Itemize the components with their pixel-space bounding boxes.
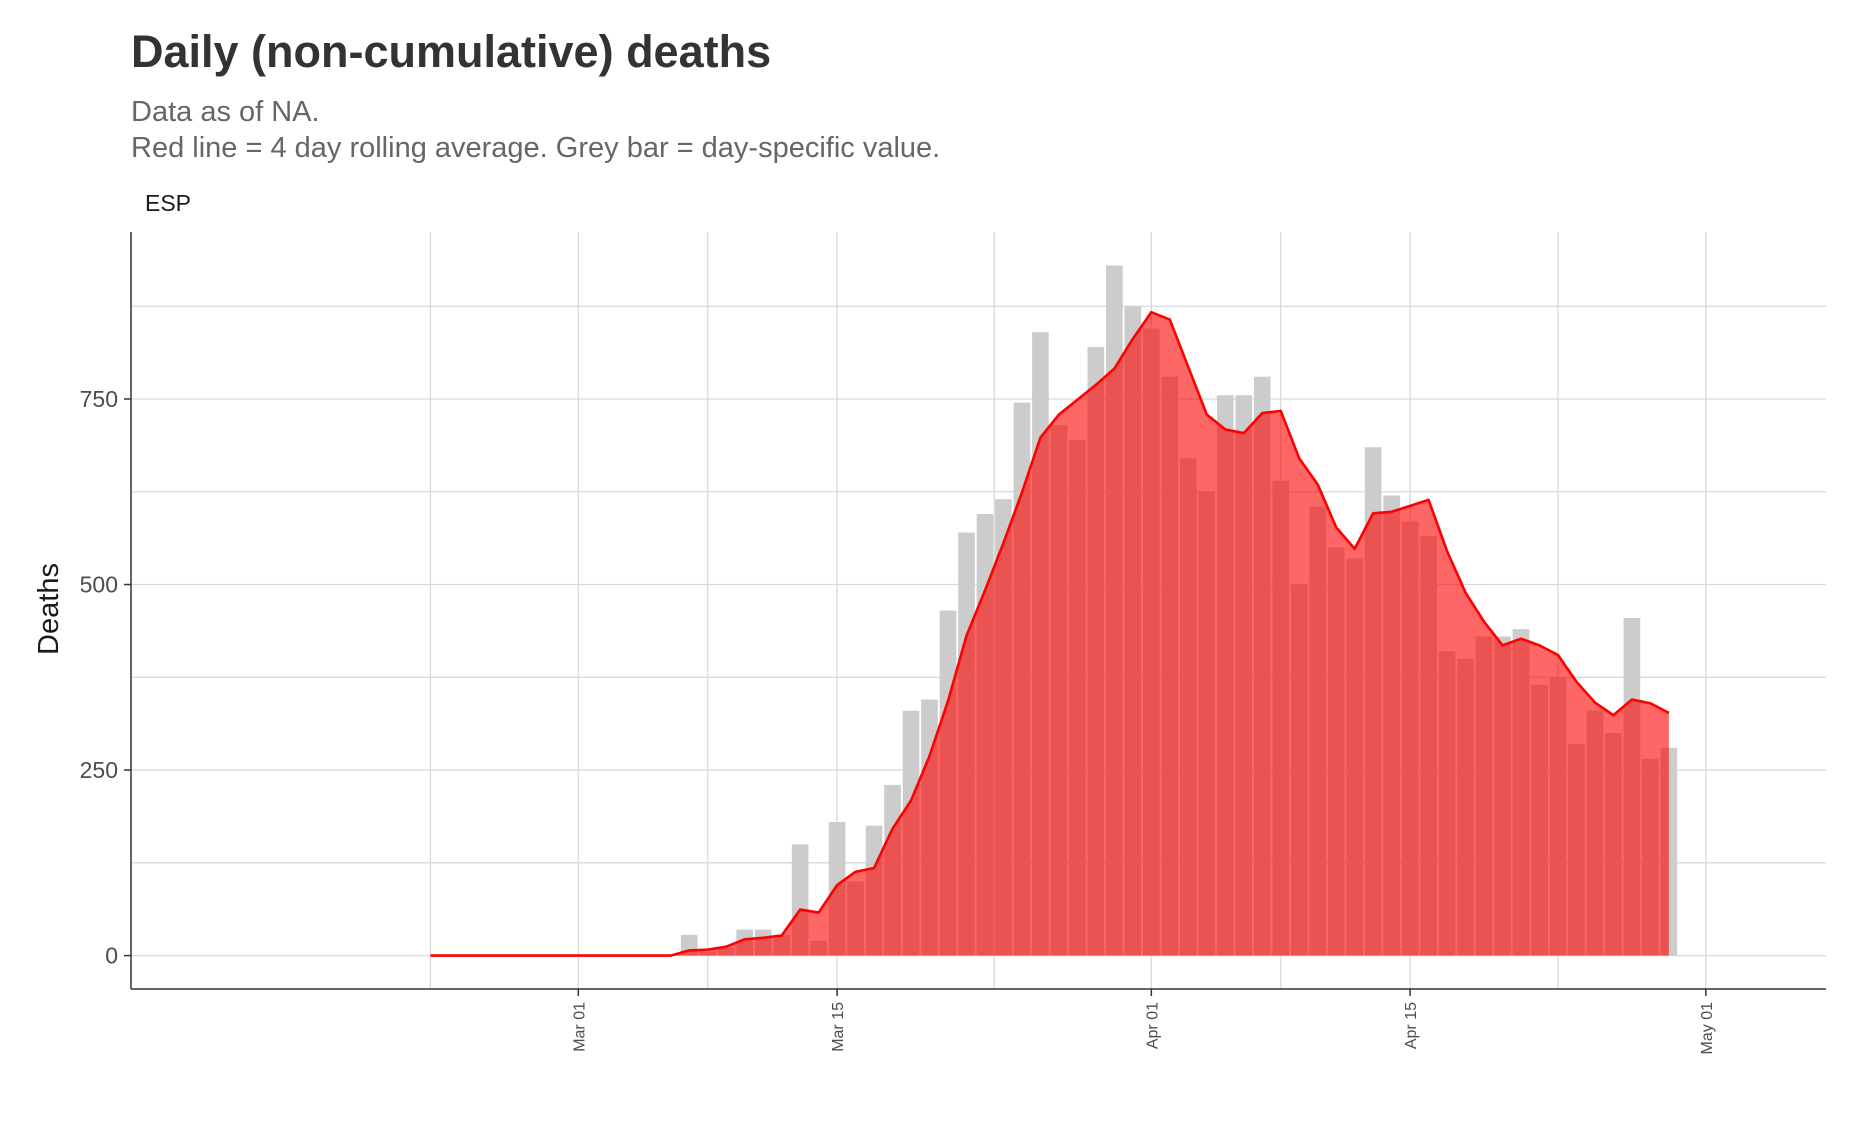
subtitle-line-1: Data as of NA. bbox=[131, 96, 320, 128]
y-tick-label: 250 bbox=[80, 757, 118, 783]
subtitle-line-2: Red line = 4 day rolling average. Grey b… bbox=[131, 132, 941, 164]
chart-subtitle: Data as of NA. Red line = 4 day rolling … bbox=[131, 94, 940, 166]
rolling-average-area bbox=[430, 312, 1669, 956]
facet-strip-label: ESP bbox=[145, 190, 192, 216]
rolling-average-series bbox=[430, 310, 1670, 957]
x-tick-label: Apr 15 bbox=[1403, 1002, 1420, 1049]
x-tick-label: Mar 15 bbox=[830, 1002, 847, 1052]
chart-title: Daily (non-cumulative) deaths bbox=[131, 26, 772, 77]
y-tick-label: 0 bbox=[105, 943, 118, 969]
y-tick-label: 750 bbox=[80, 386, 118, 412]
rolling-average-line bbox=[430, 310, 1670, 957]
y-tick-label: 500 bbox=[80, 572, 118, 598]
y-axis-label: Deaths bbox=[33, 563, 65, 655]
x-tick-label: Apr 01 bbox=[1144, 1002, 1161, 1049]
axes: 0 250 500 750 Mar 01 Mar 15 Apr 01 Apr 15 May 01 bbox=[80, 232, 1826, 1054]
x-tick-label: Mar 01 bbox=[571, 1002, 588, 1052]
x-tick-label: May 01 bbox=[1699, 1002, 1716, 1055]
